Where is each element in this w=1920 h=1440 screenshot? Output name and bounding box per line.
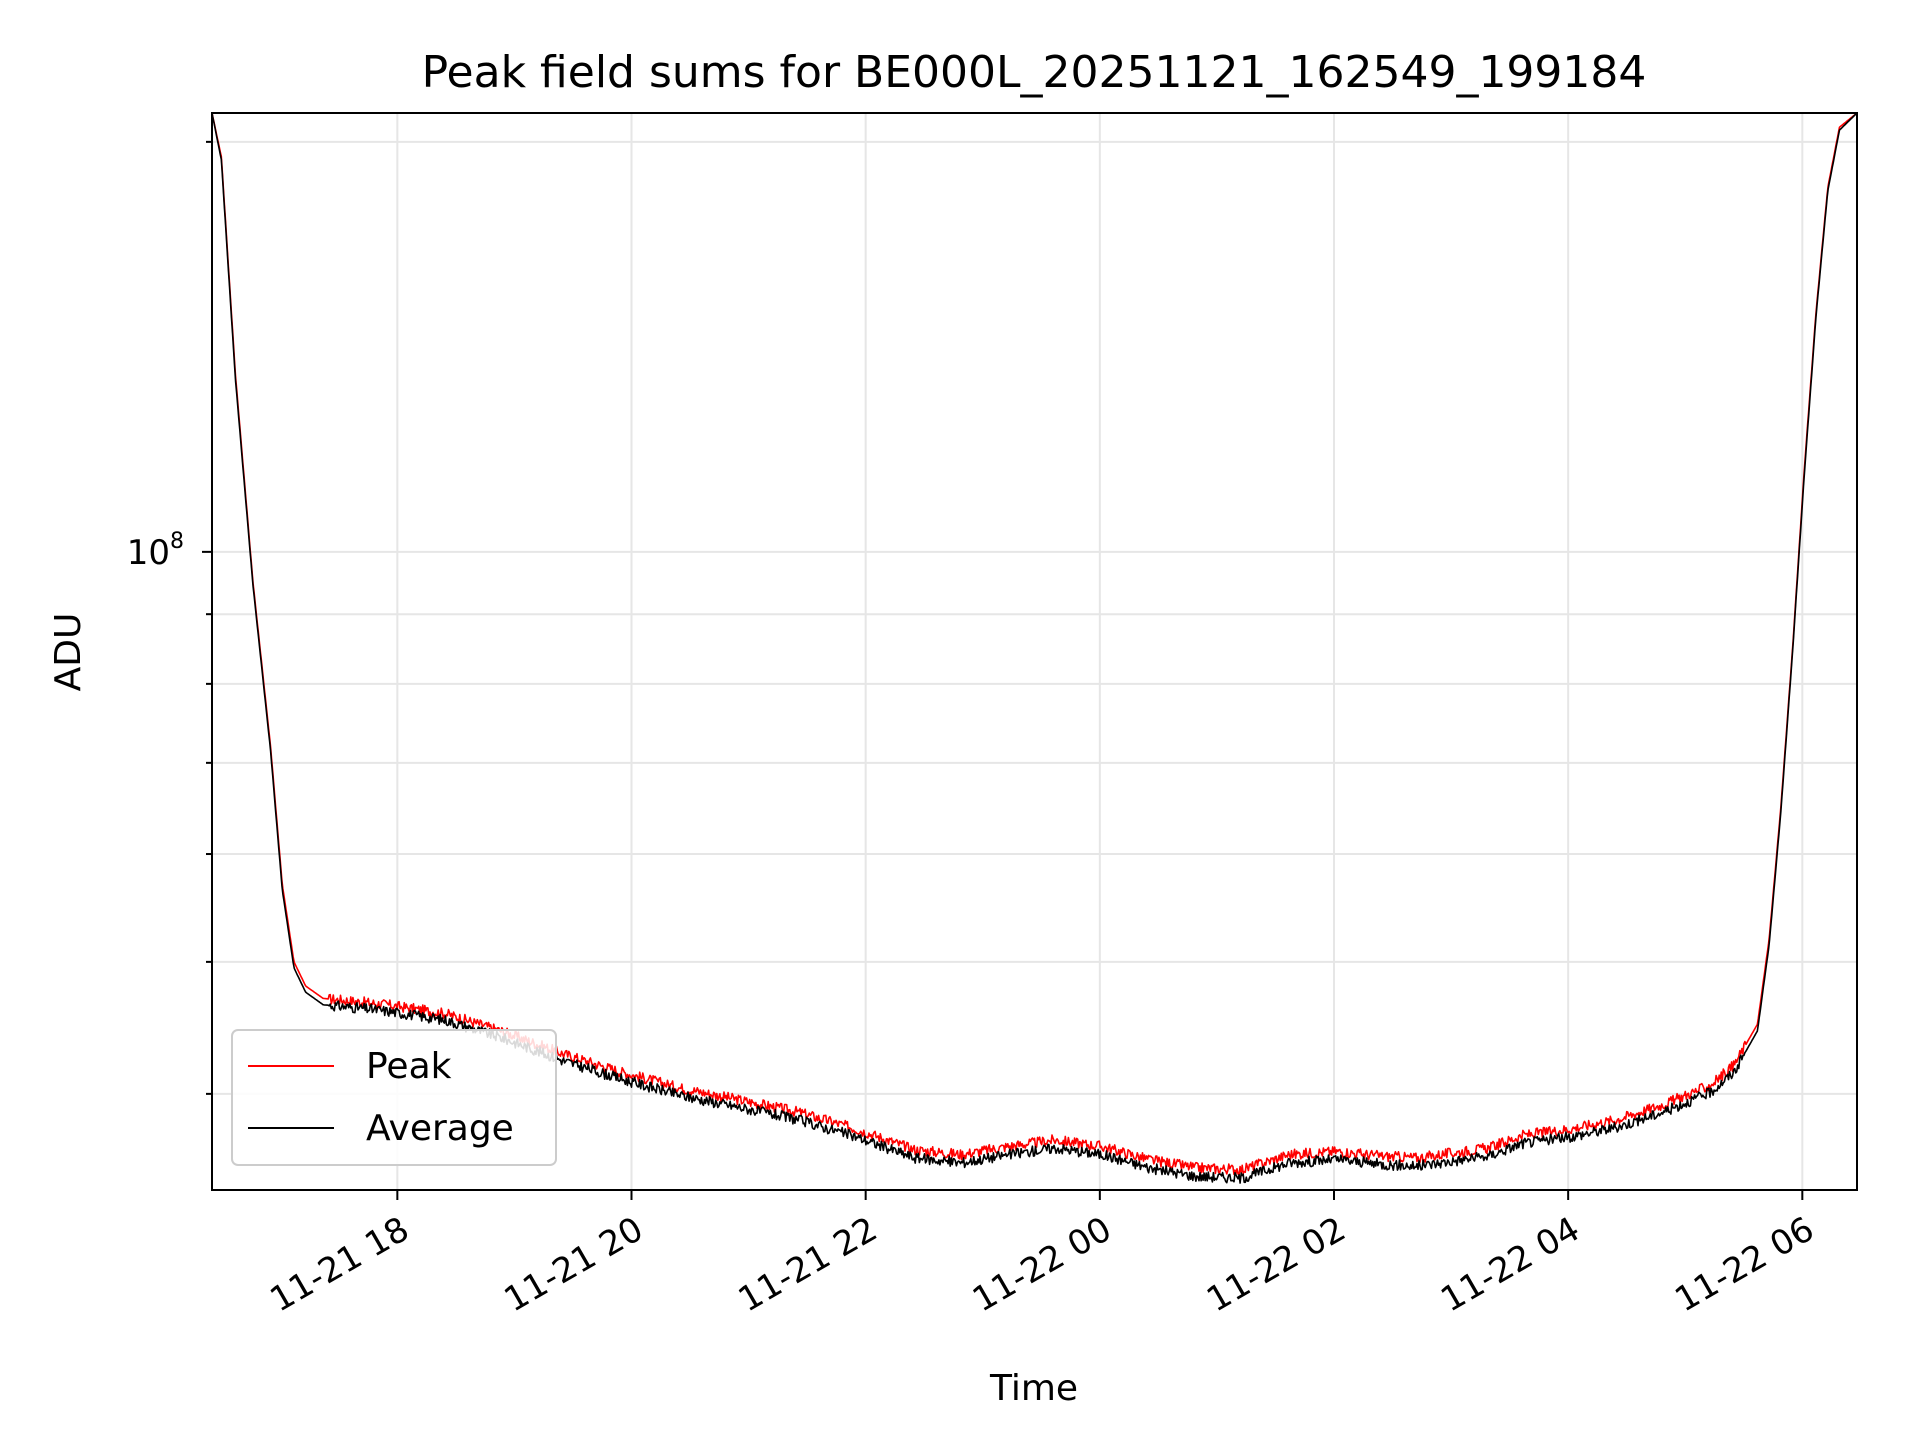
grid-lines bbox=[212, 113, 1857, 1190]
series-line-average bbox=[212, 113, 1857, 1184]
x-tick-label: 11-21 18 bbox=[263, 1209, 415, 1320]
y-axis-ticks: 108 bbox=[127, 140, 212, 1095]
x-tick-label: 11-22 00 bbox=[966, 1209, 1118, 1320]
y-tick-label: 108 bbox=[127, 529, 184, 573]
x-axis-label: Time bbox=[989, 1368, 1078, 1409]
x-tick-label: 11-22 02 bbox=[1200, 1209, 1352, 1320]
legend: Peak Average bbox=[231, 1029, 557, 1166]
x-axis-ticks: 11-21 18 11-21 20 11-21 22 11-22 00 11-22 02… bbox=[263, 1190, 1821, 1320]
legend-label-peak: Peak bbox=[366, 1046, 452, 1087]
series-line-peak bbox=[212, 113, 1857, 1176]
y-axis-label: ADU bbox=[48, 613, 89, 692]
legend-label-average: Average bbox=[366, 1108, 514, 1149]
series-layer bbox=[212, 113, 1857, 1184]
x-tick-label: 11-21 22 bbox=[732, 1209, 884, 1320]
x-tick-label: 11-22 04 bbox=[1434, 1209, 1586, 1320]
x-tick-label: 11-22 06 bbox=[1668, 1209, 1820, 1320]
chart-title: Peak field sums for BE000L_20251121_1625… bbox=[422, 47, 1647, 98]
plot-frame bbox=[211, 112, 1858, 1191]
x-tick-label: 11-21 20 bbox=[498, 1209, 650, 1320]
legend-box bbox=[231, 1029, 557, 1166]
